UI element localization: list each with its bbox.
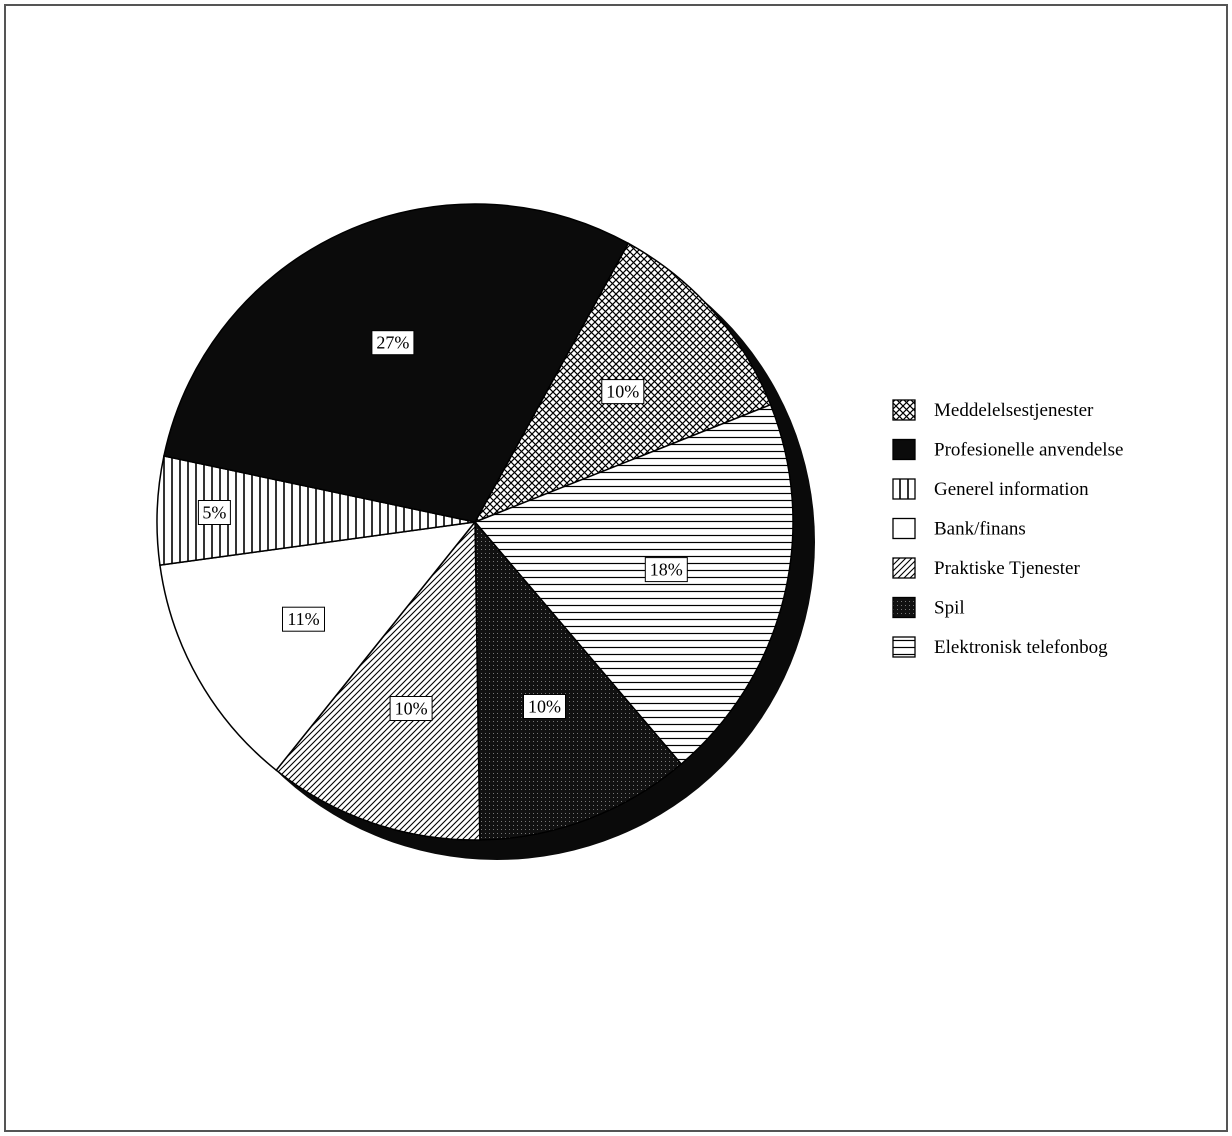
- legend-item-spil: Spil: [892, 596, 965, 619]
- legend-item-bank-finans: Bank/finans: [892, 517, 1026, 540]
- legend-swatch: [892, 478, 916, 500]
- chart-border: [4, 4, 1228, 1132]
- pie-label-box: [523, 694, 566, 719]
- pie-label-box: [601, 379, 645, 405]
- pie-label-box: [389, 696, 433, 721]
- pie-label-text: 5%: [202, 503, 226, 523]
- legend-swatch: [892, 517, 916, 540]
- legend-swatch: [892, 557, 916, 579]
- pie-label-text: 10%: [395, 699, 428, 719]
- pie-label-text: 18%: [650, 560, 683, 580]
- pie-label-box: [371, 330, 415, 356]
- pie-label-spil: 10%: [523, 694, 566, 719]
- legend-item-meddelelsestjenester: Meddelelsestjenester: [892, 399, 1094, 421]
- legend-item-praktiske-tjenester: Praktiske Tjenester: [892, 557, 1080, 579]
- legend-label: Spil: [934, 598, 965, 619]
- legend-swatch: [892, 596, 916, 619]
- legend-item-profesionelle-anvendelse: Profesionelle anvendelse: [892, 438, 1123, 461]
- legend-item-elektronisk-telefonbog: Elektronisk telefonbog: [892, 636, 1108, 658]
- legend-item-generel-information: Generel information: [892, 478, 1089, 500]
- pie-label-text: 10%: [528, 697, 561, 717]
- legend-label: Meddelelsestjenester: [934, 400, 1094, 421]
- pie-slice-praktiske-tjenester: [275, 519, 481, 841]
- pie-slice-bank-finans: [159, 521, 477, 772]
- legend-swatch: [892, 438, 916, 461]
- pie-slice-profesionelle-anvendelse: [163, 203, 630, 523]
- pie-label-bank-finans: 11%: [282, 606, 325, 632]
- pie-label-text: 10%: [606, 382, 639, 402]
- legend: Meddelelsestjenester Profesionelle anvend…: [892, 399, 1123, 658]
- legend-label: Elektronisk telefonbog: [934, 637, 1108, 658]
- pie-slices: [156, 203, 794, 841]
- pie-label-box: [282, 606, 325, 632]
- pie-slice-spil: [474, 519, 683, 841]
- legend-label: Profesionelle anvendelse: [934, 440, 1123, 461]
- pie-label-praktiske-tjenester: 10%: [389, 696, 433, 721]
- legend-label: Generel information: [934, 479, 1089, 500]
- pie-data-labels: 10% 18% 10% 10% 11% 5% 27%: [197, 330, 688, 721]
- legend-swatch: [892, 399, 916, 421]
- legend-label: Praktiske Tjenester: [934, 558, 1080, 579]
- pie-label-box: [197, 500, 231, 525]
- pie-label-generel-information: 5%: [197, 500, 231, 525]
- pie-label-meddelelsestjenester: 10%: [601, 379, 645, 405]
- pie-label-profesionelle-anvendelse: 27%: [371, 330, 415, 356]
- pie-label-box: [644, 557, 688, 583]
- pie-slice-elektronisk-telefonbog: [473, 403, 794, 766]
- pie-label-elektronisk-telefonbog: 18%: [644, 557, 688, 583]
- pie-label-text: 27%: [376, 333, 409, 353]
- pie-label-text: 11%: [287, 609, 319, 629]
- legend-swatch: [892, 636, 916, 658]
- legend-label: Bank/finans: [934, 519, 1026, 540]
